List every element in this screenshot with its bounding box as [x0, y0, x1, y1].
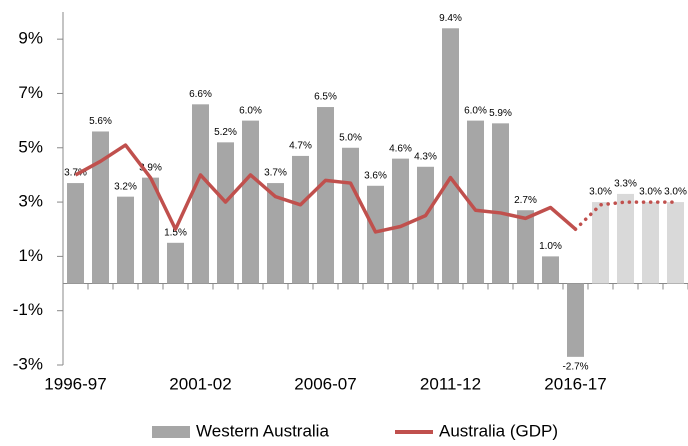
value-label: 3.2%: [114, 181, 137, 192]
bar: [292, 155, 309, 284]
bar: [317, 107, 334, 284]
value-label: 3.9%: [139, 162, 162, 173]
bar: [92, 131, 109, 284]
value-label: -2.7%: [562, 361, 588, 372]
bar: [542, 256, 559, 284]
bar: [117, 196, 134, 284]
x-tick-label: 2016-17: [544, 374, 606, 393]
bar: [492, 123, 509, 284]
bar: [367, 185, 384, 284]
y-tick-label: 9%: [18, 29, 43, 48]
legend-label: Western Australia: [196, 421, 329, 440]
bar: [167, 242, 184, 284]
y-tick-label: 3%: [18, 192, 43, 211]
bar: [267, 183, 284, 284]
value-label: 9.4%: [439, 13, 462, 24]
bar: [67, 183, 84, 284]
value-label: 3.0%: [664, 187, 687, 198]
y-tick-label: 7%: [18, 83, 43, 102]
bar: [342, 147, 359, 284]
value-label: 4.3%: [414, 151, 437, 162]
line: [74, 143, 577, 234]
legend-swatch: [152, 426, 190, 438]
x-tick-label: 2011-12: [420, 374, 481, 393]
bar: [142, 177, 159, 284]
value-label: 6.5%: [314, 92, 337, 103]
value-label: 5.6%: [89, 116, 112, 127]
bar: [592, 202, 609, 284]
line-projected: [573, 200, 678, 231]
bar: [467, 120, 484, 284]
bar: [192, 104, 209, 284]
value-label: 5.2%: [214, 127, 237, 138]
x-tick-label: 2006-07: [294, 374, 356, 393]
bar: [392, 158, 409, 284]
y-tick-label: 5%: [18, 137, 43, 156]
legend-label: Australia (GDP): [439, 421, 558, 440]
value-label: 5.9%: [489, 108, 512, 119]
y-tick-label: -3%: [13, 354, 43, 373]
value-label: 4.6%: [389, 143, 412, 154]
value-label: 3.0%: [589, 187, 612, 198]
bar: [417, 166, 434, 284]
value-label: 3.0%: [639, 187, 662, 198]
value-label: 3.6%: [364, 170, 387, 181]
bar: [517, 210, 534, 284]
value-label: 3.7%: [264, 168, 287, 179]
value-label: 5.0%: [339, 132, 362, 143]
x-tick-label: 1996-97: [44, 374, 106, 393]
bar: [217, 142, 234, 284]
value-label: 4.7%: [289, 141, 312, 152]
value-label: 3.3%: [614, 179, 637, 190]
value-label: 6.6%: [189, 89, 212, 100]
bar: [567, 283, 584, 357]
value-label: 6.0%: [464, 105, 487, 116]
bar: [617, 193, 634, 284]
bar: [667, 202, 684, 284]
y-tick-label: 1%: [18, 246, 43, 265]
bar: [442, 28, 459, 284]
value-label: 6.0%: [239, 105, 262, 116]
value-label: 1.0%: [539, 241, 562, 252]
value-label: 1.5%: [164, 227, 187, 238]
bar: [242, 120, 259, 284]
bar: [642, 202, 659, 284]
y-tick-label: -1%: [13, 300, 43, 319]
value-label: 2.7%: [514, 195, 537, 206]
x-tick-label: 2001-02: [169, 374, 231, 393]
